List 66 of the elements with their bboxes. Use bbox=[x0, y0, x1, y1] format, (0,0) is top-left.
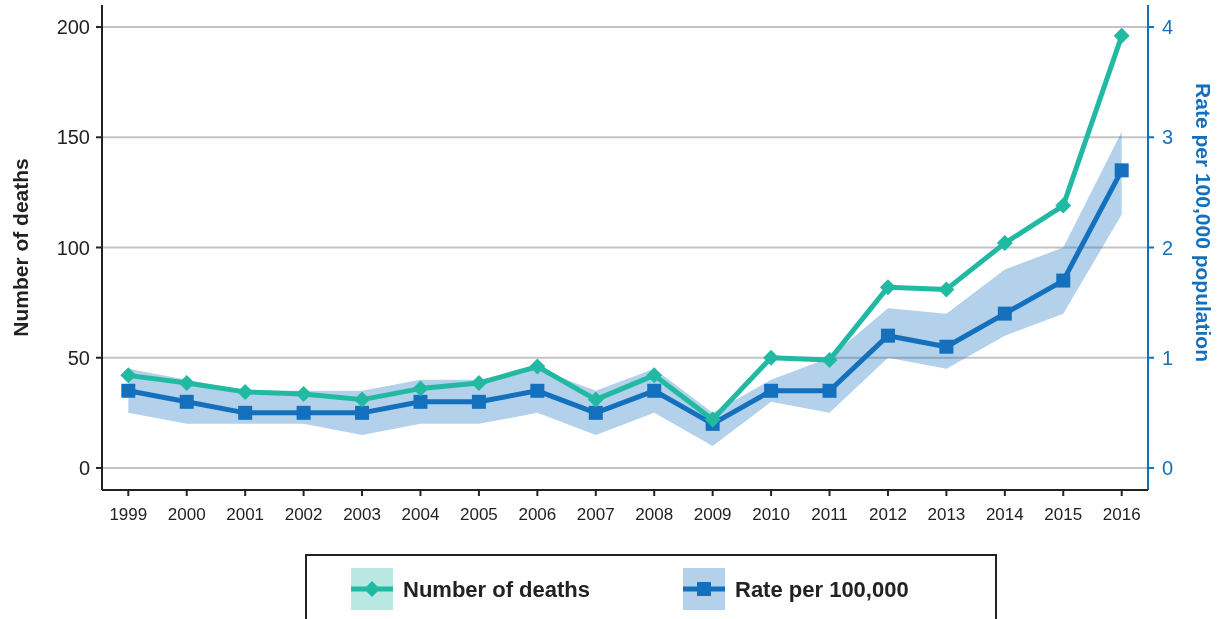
x-tick-label: 2012 bbox=[869, 505, 907, 524]
x-tick-label: 2011 bbox=[811, 505, 848, 524]
x-tick-label: 2015 bbox=[1044, 505, 1083, 524]
x-tick-label: 2009 bbox=[693, 505, 732, 524]
legend-label: Number of deaths bbox=[403, 576, 591, 602]
point bbox=[1056, 273, 1071, 288]
point bbox=[1114, 163, 1129, 178]
point bbox=[821, 351, 838, 368]
legend-label: Rate per 100,000 bbox=[735, 576, 909, 602]
point bbox=[939, 339, 954, 354]
y2-tick-label: 0 bbox=[1162, 456, 1174, 479]
y-axis-title: Number of deaths bbox=[9, 158, 32, 337]
point bbox=[412, 380, 429, 397]
point bbox=[529, 358, 546, 375]
y-tick-label: 200 bbox=[56, 16, 90, 39]
point bbox=[763, 349, 780, 366]
y2-tick-label: 2 bbox=[1162, 236, 1174, 259]
point bbox=[997, 306, 1012, 321]
x-tick-label: 2006 bbox=[518, 505, 557, 524]
x-tick-label: 2002 bbox=[284, 505, 323, 524]
point bbox=[764, 383, 779, 398]
point bbox=[1113, 27, 1130, 44]
point bbox=[1055, 197, 1072, 214]
point bbox=[121, 383, 136, 398]
y-tick-label: 150 bbox=[56, 126, 90, 149]
x-tick-label: 2013 bbox=[927, 505, 966, 524]
point bbox=[120, 367, 137, 384]
y-tick-label: 100 bbox=[56, 236, 90, 259]
point bbox=[822, 383, 837, 398]
point bbox=[470, 375, 487, 392]
x-tick-label: 2003 bbox=[343, 505, 381, 524]
y2-axis-title: Rate per 100,000 population bbox=[1192, 83, 1215, 362]
x-tick-label: 2004 bbox=[401, 505, 440, 524]
point bbox=[355, 405, 370, 420]
x-tick-label: 2001 bbox=[226, 505, 265, 524]
point bbox=[354, 391, 371, 408]
point bbox=[413, 394, 428, 409]
y2-tick-label: 4 bbox=[1162, 16, 1174, 39]
x-tick-label: 2008 bbox=[635, 505, 674, 524]
point bbox=[295, 386, 312, 403]
point bbox=[938, 281, 955, 298]
point bbox=[178, 375, 195, 392]
point bbox=[879, 279, 896, 296]
point bbox=[530, 383, 545, 398]
point bbox=[647, 383, 662, 398]
x-tick-label: 2010 bbox=[752, 505, 790, 524]
point bbox=[179, 394, 194, 409]
y2-tick-label: 3 bbox=[1162, 126, 1174, 149]
x-tick-label: 2014 bbox=[985, 505, 1024, 524]
x-tick-label: 2007 bbox=[576, 505, 615, 524]
point bbox=[996, 235, 1013, 252]
x-tick-label: 2000 bbox=[167, 505, 206, 524]
x-tick-label: 2016 bbox=[1102, 505, 1141, 524]
point bbox=[704, 411, 721, 428]
x-tick-label: 1999 bbox=[109, 505, 148, 524]
point bbox=[296, 405, 311, 420]
y2-tick-label: 1 bbox=[1162, 346, 1174, 369]
y-tick-label: 50 bbox=[67, 346, 90, 369]
point bbox=[471, 394, 486, 409]
point bbox=[587, 391, 604, 408]
y-tick-label: 0 bbox=[78, 456, 90, 479]
point bbox=[646, 367, 663, 384]
point bbox=[588, 405, 603, 420]
point bbox=[880, 328, 895, 343]
x-tick-label: 2005 bbox=[460, 505, 498, 524]
point bbox=[238, 405, 253, 420]
